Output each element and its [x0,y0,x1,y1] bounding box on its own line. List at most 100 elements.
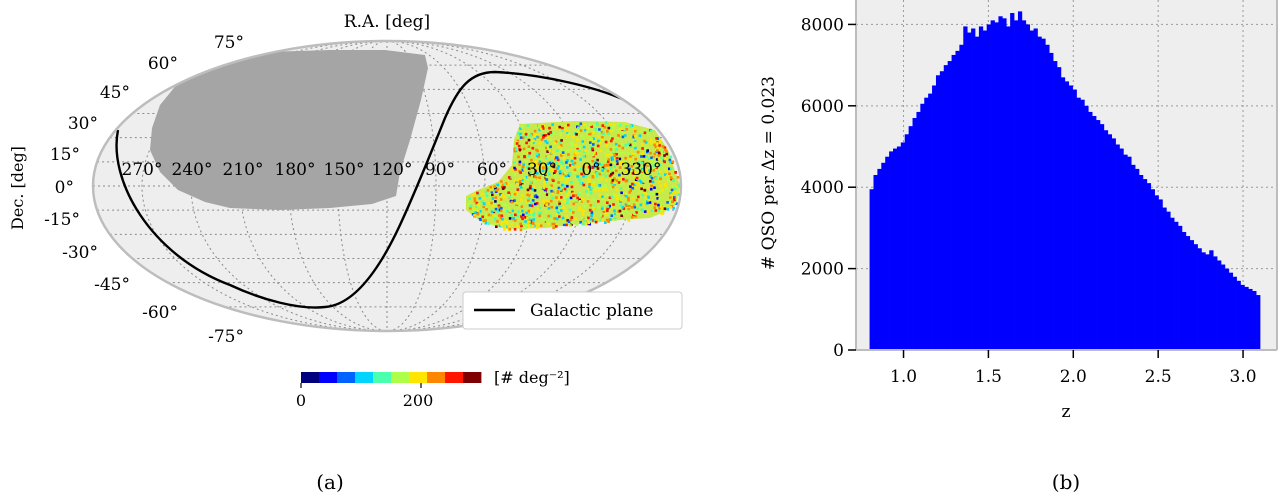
density-pixel [557,165,560,168]
density-pixel [554,225,558,228]
dec-tick-label: 30° [68,114,98,134]
density-pixel [522,213,525,217]
density-pixel [663,146,667,149]
density-pixel [623,123,626,127]
density-pixel [514,148,518,151]
density-pixel [666,208,670,211]
density-pixel [516,188,520,191]
density-pixel [527,196,531,200]
density-pixel [589,141,592,144]
density-pixel [634,135,637,138]
density-pixel [508,195,512,199]
histogram-bar [1076,97,1081,350]
density-pixel [609,148,613,151]
density-pixel [675,202,678,205]
density-pixel [515,192,518,195]
density-pixel [478,197,482,200]
density-pixel [550,189,553,193]
density-pixel [610,129,613,133]
density-pixel [605,193,609,197]
density-pixel [660,205,663,209]
density-pixel [649,142,652,145]
density-pixel [558,202,561,206]
density-pixel [551,150,555,154]
density-pixel [596,144,600,148]
density-pixel [513,161,516,164]
ra-tick-label: 330° [621,160,662,180]
density-pixel [633,140,637,143]
density-pixel [638,134,642,137]
density-pixel [500,214,504,218]
density-pixel [612,123,616,126]
density-pixel [494,189,498,192]
density-pixel [523,168,526,171]
density-pixel [543,180,546,184]
density-pixel [484,190,488,194]
histogram-bar [1185,236,1191,350]
histogram-bar [1201,252,1206,350]
density-pixel [578,145,582,149]
density-pixel [578,200,582,203]
density-pixel [579,129,583,132]
histogram-bar [1181,231,1187,350]
density-pixel [578,208,582,211]
density-pixel [567,123,570,127]
x-tick-label: 2.0 [1060,367,1087,387]
density-pixel [582,122,585,126]
density-pixel [640,187,643,191]
histogram-bar [994,22,999,350]
density-pixel [630,165,634,168]
density-pixel [482,219,486,223]
density-pixel [669,192,672,195]
density-pixel [549,193,553,196]
density-pixel [588,183,591,186]
density-pixel [567,132,571,136]
quasar-density-points [467,121,681,232]
density-pixel [575,133,578,136]
density-pixel [658,206,661,210]
density-pixel [619,197,623,200]
density-pixel [603,126,607,129]
density-pixel [602,208,605,212]
density-pixel [650,156,653,160]
density-pixel [518,163,521,166]
density-pixel [543,182,547,186]
density-pixel [570,155,573,158]
density-pixel [672,175,675,179]
histogram-bar [877,168,882,350]
density-pixel [566,198,570,201]
y-tick-label: 0 [833,341,844,361]
density-pixel [653,206,656,209]
density-pixel [636,150,640,154]
density-pixel [579,158,582,161]
density-pixel [617,135,620,138]
histogram-bar [967,32,972,351]
density-pixel [531,187,534,191]
density-pixel [590,125,593,128]
density-pixel [651,192,655,196]
density-pixel [607,158,611,161]
density-pixel [542,134,546,138]
histogram-bar [881,162,886,350]
density-pixel [658,144,661,147]
density-pixel [555,206,559,210]
density-pixel [521,217,524,221]
density-pixel [587,221,591,224]
density-pixel [595,174,599,178]
density-pixel [481,215,484,219]
density-pixel [516,214,520,218]
density-pixel [659,170,662,174]
density-pixel [665,150,668,153]
density-pixel [521,136,525,140]
density-pixel [584,123,587,127]
histogram-bar [1033,28,1038,351]
density-pixel [560,177,563,181]
histogram-bar [1178,225,1183,350]
density-pixel [573,156,577,160]
density-pixel [604,174,608,178]
density-pixel [629,189,632,192]
density-pixel [582,209,586,213]
density-pixel [513,149,517,153]
density-pixel [571,135,575,139]
density-pixel [563,187,567,191]
